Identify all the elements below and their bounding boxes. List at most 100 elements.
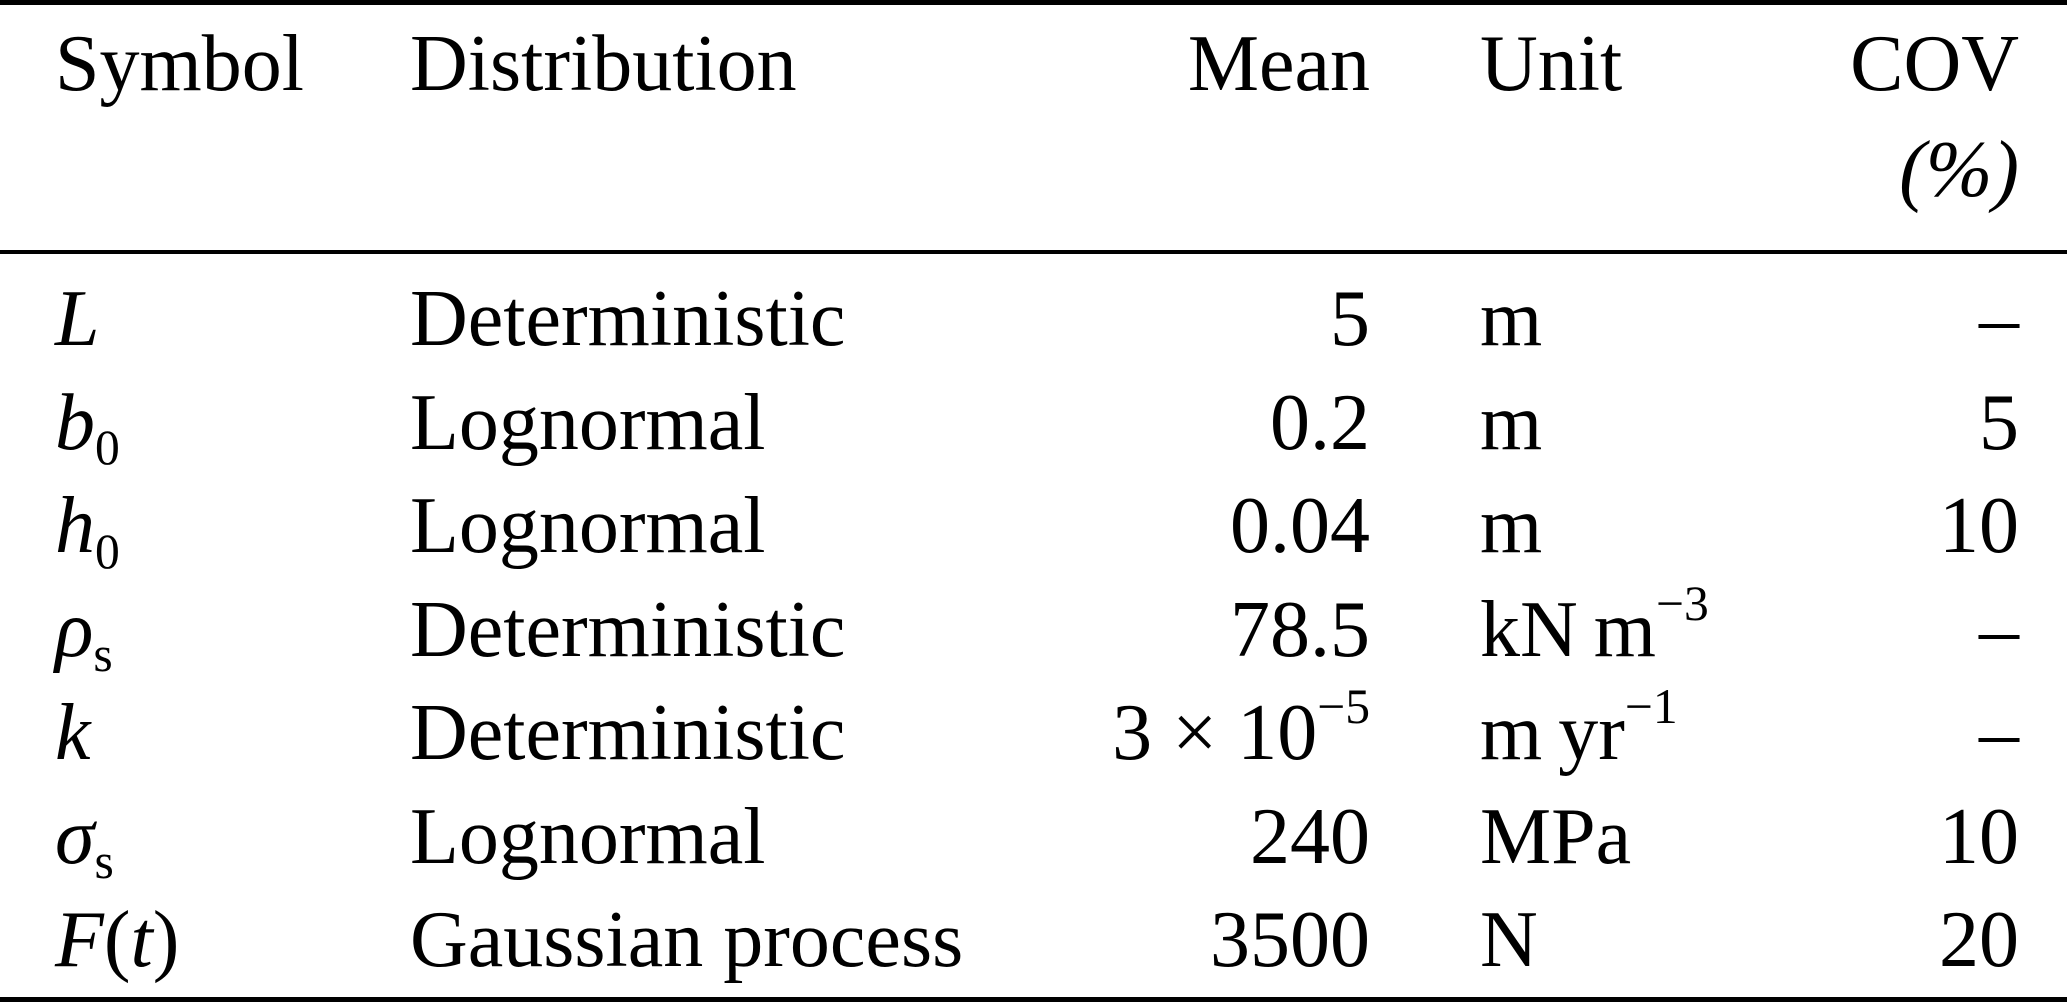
text-segment: b	[55, 378, 95, 467]
text-segment: k	[55, 689, 91, 777]
text-segment: kN m	[1480, 585, 1657, 674]
cell-distribution: Deterministic	[410, 682, 970, 786]
header-unit-label: Unit	[1480, 20, 1623, 108]
cell-cov: 10	[1830, 786, 2067, 890]
header-cov-percent-label: (%)	[1899, 126, 2019, 214]
cell-mean: 3500	[970, 889, 1370, 993]
cell-distribution: Deterministic	[410, 268, 970, 372]
text-segment: t	[130, 896, 153, 984]
text-segment: 240	[1250, 792, 1370, 881]
text-segment: Gaussian process	[410, 896, 964, 984]
text-segment: −1	[1624, 679, 1678, 735]
text-segment: m	[1480, 275, 1543, 363]
table-row: k Deterministic 3 × 10−5 m yr−1–	[0, 682, 2067, 786]
cell-symbol: ρs	[0, 579, 410, 683]
table-row: ρs Deterministic 78.5 kN m−3–	[0, 575, 2067, 683]
header-symbol: Symbol	[0, 11, 410, 117]
text-segment: Deterministic	[410, 689, 846, 777]
cell-unit: N	[1370, 889, 1830, 993]
cell-cov: 10	[1830, 475, 2067, 579]
cell-unit: m yr−1	[1370, 682, 1830, 786]
text-segment: 20	[1939, 896, 2019, 984]
text-segment: (	[103, 896, 131, 984]
table-bottom-rule	[0, 997, 2067, 1002]
table-row: h0 Lognormal 0.04 m 10	[0, 475, 2067, 579]
text-segment: –	[1979, 689, 2019, 777]
cell-unit: m	[1370, 372, 1830, 476]
cell-cov: 20	[1830, 889, 2067, 993]
cell-mean: 78.5	[970, 579, 1370, 683]
header-mean-label: Mean	[1187, 20, 1370, 108]
table-body: L Deterministic 5 m – b0 Lognormal 0.2 m 5 h0 Logno…	[0, 254, 2067, 997]
text-segment: s	[94, 834, 114, 890]
text-segment: N	[1480, 896, 1538, 984]
text-segment: F	[55, 896, 104, 984]
header-distribution: Distribution	[410, 11, 970, 117]
cell-distribution: Gaussian process	[410, 889, 970, 993]
header-cov-label: COV	[1850, 20, 2019, 108]
text-segment: Lognormal	[410, 482, 766, 570]
text-segment: Lognormal	[410, 792, 766, 881]
text-segment: −3	[1656, 575, 1709, 631]
text-segment: 78.5	[1230, 585, 1370, 674]
text-segment: 0.2	[1270, 378, 1370, 467]
cell-distribution: Lognormal	[410, 372, 970, 476]
cell-distribution: Lognormal	[410, 475, 970, 579]
text-segment: ρ	[55, 585, 94, 674]
text-segment: Deterministic	[410, 585, 846, 674]
text-segment: 3 × 10	[1112, 689, 1318, 777]
text-segment: m	[1480, 378, 1543, 467]
text-segment: −5	[1317, 679, 1370, 735]
header-unit: Unit	[1370, 11, 1830, 117]
cell-cov: –	[1830, 682, 2067, 786]
cell-mean: 0.04	[970, 475, 1370, 579]
text-segment: –	[1979, 275, 2019, 363]
text-segment: 10	[1939, 792, 2019, 881]
cell-unit: m	[1370, 268, 1830, 372]
cell-symbol: F(t)	[0, 889, 410, 993]
cell-cov: 5	[1830, 372, 2067, 476]
cell-unit: m	[1370, 475, 1830, 579]
text-segment: 5	[1330, 275, 1370, 363]
text-segment: s	[93, 627, 113, 683]
cell-distribution: Lognormal	[410, 786, 970, 890]
header-distribution-label: Distribution	[410, 20, 797, 108]
cell-symbol: σs	[0, 786, 410, 890]
text-segment: m yr	[1480, 689, 1625, 777]
cell-distribution: Deterministic	[410, 579, 970, 683]
text-segment: 0	[95, 523, 120, 579]
text-segment: 0	[95, 420, 120, 476]
cell-unit: MPa	[1370, 786, 1830, 890]
text-segment: –	[1979, 585, 2019, 674]
cell-mean: 0.2	[970, 372, 1370, 476]
text-segment: L	[55, 275, 100, 363]
table-row: b0 Lognormal 0.2 m 5	[0, 372, 2067, 476]
text-segment: m	[1480, 482, 1543, 570]
cell-unit: kN m−3	[1370, 575, 1830, 683]
text-segment: h	[55, 482, 95, 570]
header-mean: Mean	[970, 11, 1370, 117]
text-segment: 0.04	[1230, 482, 1370, 570]
table-top-rule	[0, 0, 2067, 5]
cell-mean: 5	[970, 268, 1370, 372]
cell-symbol: k	[0, 682, 410, 786]
cell-symbol: b0	[0, 372, 410, 476]
cell-symbol: h0	[0, 475, 410, 579]
header-cov: COV (%)	[1830, 11, 2067, 223]
cell-symbol: L	[0, 268, 410, 372]
cell-mean: 3 × 10−5	[970, 682, 1370, 786]
text-segment: 5	[1979, 378, 2019, 467]
table-row: F(t) Gaussian process 3500 N 20	[0, 889, 2067, 993]
cell-cov: –	[1830, 579, 2067, 683]
text-segment: Deterministic	[410, 275, 846, 363]
text-segment: )	[152, 896, 180, 984]
text-segment: 10	[1939, 482, 2019, 570]
text-segment: Lognormal	[410, 378, 766, 467]
cell-cov: –	[1830, 268, 2067, 372]
cell-mean: 240	[970, 786, 1370, 890]
text-segment: σ	[55, 792, 95, 881]
table-row: σs Lognormal 240 MPa 10	[0, 786, 2067, 890]
text-segment: 3500	[1210, 896, 1370, 984]
table-header-rule	[0, 250, 2067, 254]
header-symbol-label: Symbol	[55, 20, 304, 108]
